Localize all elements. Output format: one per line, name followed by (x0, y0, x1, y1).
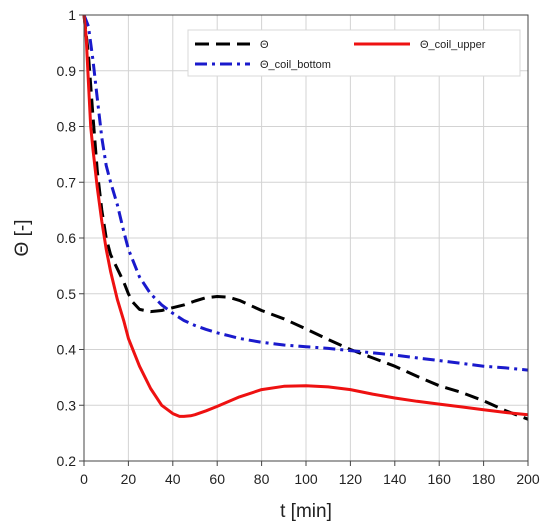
x-tick-label: 180 (472, 471, 496, 487)
series-line--coil-upper (82, 14, 529, 418)
x-tick-label: 40 (165, 471, 181, 487)
legend-label-theta-coil-bottom: Θ_coil_bottom (260, 59, 331, 71)
x-axis-title: t [min] (280, 501, 332, 522)
series-line-- (82, 14, 529, 421)
x-tick-label: 60 (209, 471, 225, 487)
x-tick-label: 0 (80, 471, 88, 487)
y-tick-label: 0.9 (57, 63, 77, 79)
x-tick-label: 160 (428, 471, 452, 487)
legend-box (187, 29, 521, 77)
y-tick-label: 0.4 (57, 342, 77, 358)
legend-label-theta-coil-upper: Θ_coil_upper (420, 39, 486, 51)
x-tick-label: 120 (339, 471, 363, 487)
legend: Θ Θ_coil_upper Θ_coil_bottom (187, 29, 521, 77)
y-axis-ticks: 0.2 0.3 0.4 0.5 0.6 0.7 0.8 0.9 1 (57, 7, 84, 469)
y-tick-label: 0.2 (57, 453, 77, 469)
x-tick-label: 80 (254, 471, 270, 487)
x-axis-ticks: 0 20 40 60 80 100 120 140 160 180 200 (80, 461, 540, 487)
series-line--coil-bottom (82, 14, 529, 372)
y-tick-label: 0.3 (57, 397, 77, 413)
y-tick-label: 0.7 (57, 174, 77, 190)
y-tick-label: 0.6 (57, 230, 77, 246)
x-tick-label: 100 (294, 471, 318, 487)
series-layer (82, 14, 529, 421)
x-tick-label: 140 (383, 471, 407, 487)
y-tick-label: 0.8 (57, 119, 77, 135)
y-tick-label: 1 (68, 7, 76, 23)
x-tick-label: 20 (121, 471, 137, 487)
y-tick-label: 0.5 (57, 286, 77, 302)
y-axis-title: Θ [-] (12, 220, 33, 257)
x-tick-label: 200 (516, 471, 540, 487)
legend-label-theta: Θ (260, 39, 269, 51)
